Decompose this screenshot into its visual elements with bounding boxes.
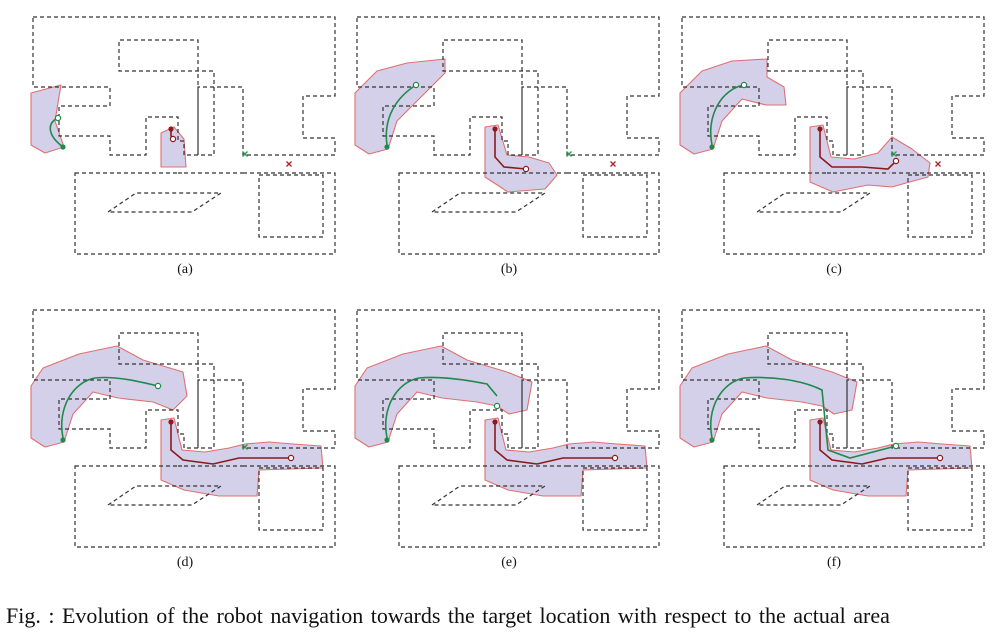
red-start-marker xyxy=(817,126,823,132)
green-start-marker xyxy=(384,144,390,150)
panel-label: (b) xyxy=(501,262,518,277)
green-robot-position xyxy=(154,382,162,390)
green-robot-position xyxy=(54,114,62,122)
red-robot-path xyxy=(170,420,291,465)
lower-wall xyxy=(74,172,336,255)
panel-label: (d) xyxy=(177,555,194,570)
lower-wall xyxy=(74,465,336,548)
red-target-marker xyxy=(935,161,941,167)
green-target-marker xyxy=(242,444,248,450)
panel-b: (b) xyxy=(354,16,660,277)
green-robot-path xyxy=(385,376,498,439)
explored-region-right xyxy=(809,417,973,497)
explored-region-right xyxy=(160,417,324,497)
figure-caption: Fig. : Evolution of the robot navigation… xyxy=(6,603,890,628)
outer-wall xyxy=(32,309,336,449)
parallelogram xyxy=(106,192,224,213)
explored-region-left xyxy=(30,345,188,448)
right-room xyxy=(582,174,648,238)
right-room xyxy=(907,174,973,238)
panel-label: (c) xyxy=(826,262,842,277)
lower-wall xyxy=(398,465,660,548)
red-start-marker xyxy=(492,126,498,132)
green-robot-path xyxy=(710,84,745,146)
panel-f: (f) xyxy=(679,309,985,570)
green-robot-position xyxy=(740,81,748,89)
red-robot-path xyxy=(819,127,897,170)
red-start-marker xyxy=(168,126,174,132)
lower-wall xyxy=(723,172,985,255)
lower-wall xyxy=(723,465,985,548)
explored-region-left xyxy=(679,345,858,448)
parallelogram xyxy=(755,192,873,213)
right-room xyxy=(907,467,973,531)
panel-d: (d) xyxy=(30,309,336,570)
panel-label: (e) xyxy=(501,555,517,570)
red-robot-position xyxy=(611,454,619,462)
green-target-marker xyxy=(242,151,248,157)
green-robot-path xyxy=(385,84,417,146)
explored-region-left xyxy=(354,345,533,448)
panel-label: (a) xyxy=(177,262,193,277)
outer-wall xyxy=(32,16,336,156)
red-start-marker xyxy=(168,419,174,425)
panel-c: (c) xyxy=(679,16,985,277)
parallelogram xyxy=(430,192,548,213)
right-room xyxy=(258,174,324,238)
red-robot-position xyxy=(169,135,177,143)
parallelogram xyxy=(106,485,224,506)
red-robot-path xyxy=(819,420,940,465)
red-robot-position xyxy=(892,157,900,165)
green-start-marker xyxy=(709,144,715,150)
red-start-marker xyxy=(817,419,823,425)
green-target-marker xyxy=(891,151,897,157)
explored-region-right xyxy=(484,417,648,497)
red-robot-path xyxy=(494,129,527,170)
parallelogram xyxy=(430,485,548,506)
outer-wall xyxy=(356,309,660,449)
green-target-marker xyxy=(566,151,572,157)
parallelogram xyxy=(755,485,873,506)
green-robot-position xyxy=(493,402,501,410)
green-robot-position xyxy=(892,442,900,450)
green-robot-path xyxy=(61,376,159,439)
lower-wall xyxy=(398,172,660,255)
green-robot-path xyxy=(710,376,897,459)
outer-wall xyxy=(681,309,985,449)
red-robot-position xyxy=(522,165,530,173)
red-start-marker xyxy=(492,419,498,425)
red-target-marker xyxy=(286,161,292,167)
red-robot-position xyxy=(287,454,295,462)
outer-wall xyxy=(356,16,660,156)
red-target-marker xyxy=(610,161,616,167)
red-robot-path xyxy=(494,420,615,465)
right-room xyxy=(258,467,324,531)
explored-region-right xyxy=(809,124,931,193)
green-start-marker xyxy=(384,437,390,443)
outer-wall xyxy=(681,16,985,156)
green-start-marker xyxy=(60,144,66,150)
panel-e: (e) xyxy=(354,309,660,570)
green-start-marker xyxy=(60,437,66,443)
explored-region-right xyxy=(160,126,187,168)
panel-a: (a) xyxy=(30,16,336,277)
green-start-marker xyxy=(709,437,715,443)
panel-label: (f) xyxy=(827,555,841,570)
right-room xyxy=(582,467,648,531)
green-robot-position xyxy=(412,81,420,89)
red-robot-position xyxy=(936,454,944,462)
